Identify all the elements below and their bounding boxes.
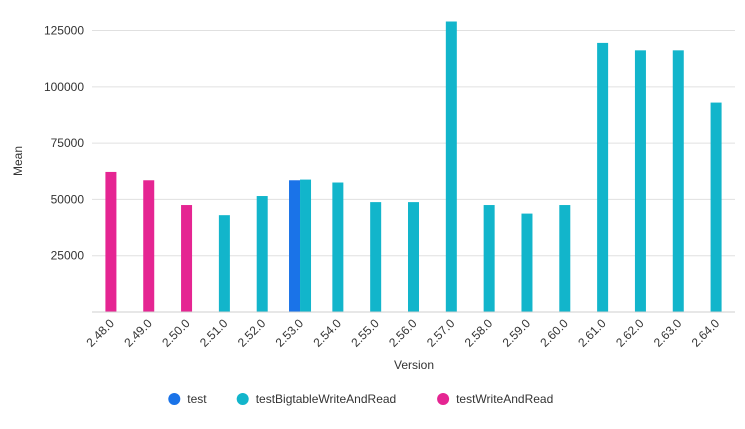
x-tick-label: 2.48.0 xyxy=(84,316,118,350)
x-tick-label: 2.63.0 xyxy=(651,316,685,350)
bar xyxy=(672,50,684,313)
x-tick-label: 2.49.0 xyxy=(121,316,155,350)
x-tick-label: 2.59.0 xyxy=(500,316,534,350)
bar xyxy=(483,205,495,312)
y-tick-label: 125000 xyxy=(44,24,84,38)
x-tick-label: 2.53.0 xyxy=(273,316,307,350)
bar xyxy=(559,205,571,312)
bar xyxy=(634,50,646,313)
legend-label: testBigtableWriteAndRead xyxy=(256,392,397,406)
legend-swatch xyxy=(236,393,249,405)
bar xyxy=(218,215,230,312)
x-tick-label: 2.52.0 xyxy=(235,316,269,350)
legend-swatch xyxy=(168,393,181,405)
bar xyxy=(105,171,117,312)
x-tick-label: 2.55.0 xyxy=(348,316,382,350)
x-tick-label: 2.56.0 xyxy=(386,316,420,350)
bar xyxy=(181,205,193,312)
bar xyxy=(300,179,312,312)
x-tick-label: 2.64.0 xyxy=(689,316,723,350)
x-axis-title: Version xyxy=(394,358,434,372)
y-tick-label: 100000 xyxy=(44,80,84,94)
bar xyxy=(256,196,268,312)
legend-swatch xyxy=(437,393,450,405)
bar xyxy=(521,213,533,312)
bars xyxy=(105,21,722,313)
x-tick-label: 2.58.0 xyxy=(462,316,496,350)
bar xyxy=(370,202,382,312)
bar xyxy=(408,202,419,312)
bar xyxy=(143,180,155,312)
x-tick-label: 2.51.0 xyxy=(197,316,231,350)
bar xyxy=(332,182,344,312)
gridlines xyxy=(92,30,735,257)
y-tick-label: 75000 xyxy=(51,136,85,150)
x-tick-label: 2.50.0 xyxy=(159,316,193,350)
legend[interactable]: test testBigtableWriteAndRead testWriteAnd… xyxy=(168,392,553,406)
bar xyxy=(445,21,457,313)
x-tick-label: 2.60.0 xyxy=(537,316,571,350)
x-tick-label: 2.57.0 xyxy=(424,316,458,350)
y-tick-label: 25000 xyxy=(51,249,85,263)
legend-label: test xyxy=(187,392,207,406)
y-tick-label: 50000 xyxy=(51,192,85,206)
bar xyxy=(597,42,609,312)
bar xyxy=(289,180,301,312)
y-axis-title: Mean xyxy=(11,146,25,176)
legend-item[interactable]: testBigtableWriteAndRead xyxy=(236,392,397,406)
bar xyxy=(710,102,722,312)
x-tick-label: 2.62.0 xyxy=(613,316,647,350)
x-tick-label: 2.54.0 xyxy=(310,316,344,350)
legend-item[interactable]: test xyxy=(168,392,207,406)
legend-label: testWriteAndRead xyxy=(456,392,553,406)
x-tick-label: 2.61.0 xyxy=(575,316,609,350)
legend-item[interactable]: testWriteAndRead xyxy=(437,392,553,406)
